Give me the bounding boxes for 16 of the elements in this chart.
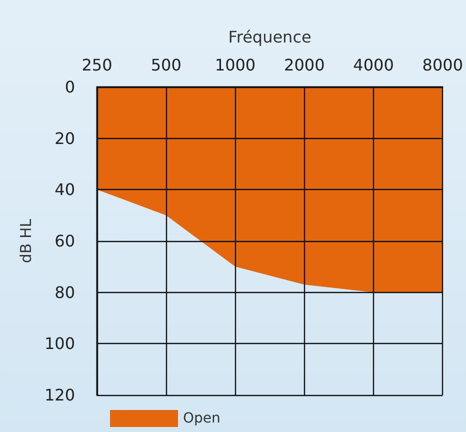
y-tick-label: 60 [54,232,75,250]
y-tick-label: 80 [54,282,75,302]
y-tick-label: 120 [44,386,75,404]
x-tick-label: 2000 [284,56,325,74]
x-tick-label: 250 [82,56,112,74]
y-tick-label: 20 [54,128,75,148]
x-tick-label: 1000 [214,56,256,74]
y-tick-label: 40 [54,180,75,200]
x-tick-label: 8000 [422,56,463,74]
x-tick-label: 500 [150,56,182,74]
y-tick-label: 100 [44,334,75,354]
x-axis-title: Fréquence [228,28,312,46]
x-tick-label: 4000 [353,56,394,74]
y-axis-title: dB HL [17,218,36,264]
y-tick-label: 0 [64,78,75,96]
legend-label: Open [183,410,220,426]
